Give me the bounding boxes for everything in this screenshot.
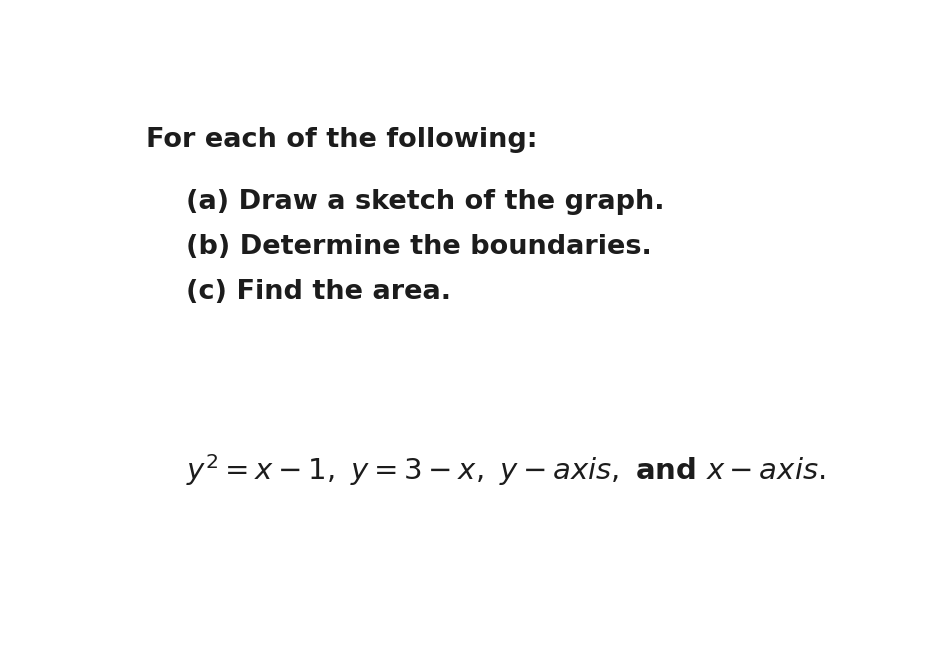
Text: (a) Draw a sketch of the graph.: (a) Draw a sketch of the graph. — [185, 189, 664, 215]
Text: (c) Find the area.: (c) Find the area. — [185, 279, 450, 305]
Text: For each of the following:: For each of the following: — [145, 127, 537, 153]
Text: (b) Determine the boundaries.: (b) Determine the boundaries. — [185, 234, 650, 260]
Text: $y^2 = x - 1,$$\ y = 3 - x,$$\ y - \mathit{axis},$$\ \mathbf{and}\ $$x - \mathit: $y^2 = x - 1,$$\ y = 3 - x,$$\ y - \math… — [185, 452, 824, 488]
